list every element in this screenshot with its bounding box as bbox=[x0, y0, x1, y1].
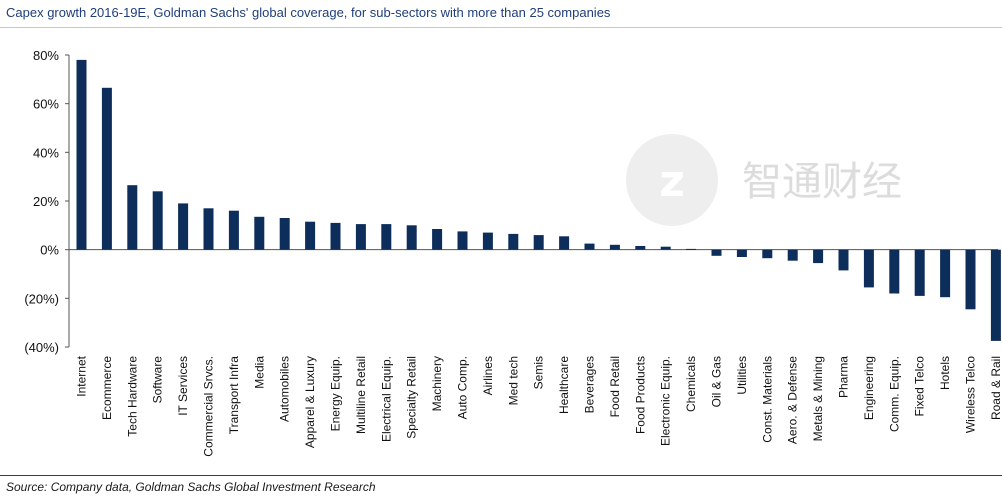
chart-title: Capex growth 2016-19E, Goldman Sachs' gl… bbox=[6, 5, 611, 20]
x-tick-label: Auto Comp. bbox=[456, 356, 470, 419]
x-tick-label: Hotels bbox=[938, 356, 952, 390]
bar bbox=[914, 249, 925, 296]
watermark-text: 智通财经 bbox=[742, 159, 902, 205]
x-tick-label: Road & Rail bbox=[989, 356, 1002, 420]
x-tick-label: Beverages bbox=[583, 356, 597, 413]
y-tick-label: 60% bbox=[33, 97, 59, 112]
bar bbox=[533, 235, 544, 250]
y-tick-label: 40% bbox=[33, 145, 59, 160]
bar bbox=[813, 249, 824, 264]
bar bbox=[127, 185, 138, 250]
zhitong-logo-icon bbox=[626, 134, 718, 226]
y-tick-label: 0% bbox=[40, 243, 59, 258]
bar bbox=[635, 246, 646, 250]
x-tick-label: Oil & Gas bbox=[710, 356, 724, 407]
bar bbox=[762, 249, 773, 259]
x-tick-label: Internet bbox=[75, 355, 89, 396]
x-tick-label: Media bbox=[252, 356, 266, 389]
y-tick-label: 80% bbox=[33, 48, 59, 63]
x-tick-label: Utilities bbox=[735, 356, 749, 395]
x-tick-label: Automobiles bbox=[278, 356, 292, 422]
bar bbox=[457, 231, 468, 250]
x-tick-label: Ecommerce bbox=[100, 356, 114, 420]
x-tick-label: Software bbox=[151, 356, 165, 404]
x-tick-label: Apparel & Luxury bbox=[303, 356, 317, 448]
bar bbox=[711, 249, 722, 256]
x-tick-label: Aero. & Defense bbox=[786, 356, 800, 444]
x-tick-label: Multiline Retail bbox=[354, 356, 368, 434]
x-tick-label: Specialty Retail bbox=[405, 356, 419, 439]
bar bbox=[76, 59, 87, 250]
x-tick-label: Pharma bbox=[837, 356, 851, 398]
bar bbox=[889, 249, 900, 294]
x-tick-label: Metals & Mining bbox=[811, 356, 825, 441]
bar bbox=[787, 249, 798, 261]
bar bbox=[305, 221, 316, 250]
y-tick-label: (20%) bbox=[24, 291, 59, 306]
bar bbox=[228, 210, 239, 250]
x-tick-label: Healthcare bbox=[557, 356, 571, 414]
x-tick-label: Transport Infra bbox=[227, 356, 241, 435]
bar bbox=[736, 249, 747, 257]
bar bbox=[863, 249, 874, 288]
x-tick-label: Engineering bbox=[862, 356, 876, 420]
source-note: Source: Company data, Goldman Sachs Glob… bbox=[6, 480, 376, 494]
bar bbox=[482, 232, 493, 250]
bar bbox=[965, 249, 976, 310]
bar bbox=[203, 208, 214, 250]
bar bbox=[940, 249, 951, 298]
x-tick-label: Machinery bbox=[430, 356, 444, 411]
bar bbox=[381, 224, 392, 250]
bar bbox=[152, 191, 163, 250]
bar bbox=[584, 243, 595, 250]
bar bbox=[279, 218, 290, 250]
x-tick-label: Tech Hardware bbox=[125, 356, 139, 437]
x-tick-label: Electrical Equip. bbox=[379, 356, 393, 442]
source-divider bbox=[0, 475, 1002, 476]
title-divider bbox=[0, 27, 1002, 28]
bar bbox=[330, 222, 341, 250]
x-tick-label: IT Services bbox=[176, 356, 190, 416]
x-tick-label: Wireless Telco bbox=[964, 356, 978, 433]
x-tick-label: Electronic Equip. bbox=[659, 356, 673, 446]
bar bbox=[101, 87, 112, 250]
x-tick-label: Semis bbox=[532, 356, 546, 389]
bar bbox=[178, 203, 189, 250]
category-labels: Internet Ecommerce Tech Hardware Software IT… bbox=[75, 355, 1002, 456]
y-tick-label: (40%) bbox=[24, 340, 59, 355]
x-tick-label: Fixed Telco bbox=[913, 356, 927, 417]
x-tick-label: Energy Equip. bbox=[329, 356, 343, 431]
x-tick-label: Med tech bbox=[506, 356, 520, 405]
bar bbox=[838, 249, 849, 271]
x-tick-label: Const. Materials bbox=[760, 356, 774, 443]
bar bbox=[609, 244, 620, 250]
y-tick-label: 20% bbox=[33, 194, 59, 209]
x-tick-label: Food Retail bbox=[608, 356, 622, 417]
axes: 80% 60% 40% 20% 0% (20%) (40%) bbox=[24, 48, 998, 355]
bar bbox=[406, 225, 417, 250]
bar bbox=[355, 224, 366, 250]
watermark: z 智通财经 bbox=[626, 134, 902, 226]
x-tick-label: Food Products bbox=[633, 356, 647, 434]
x-tick-label: Commercial Srvcs. bbox=[202, 356, 216, 457]
bar bbox=[660, 246, 671, 250]
x-tick-label: Airlines bbox=[481, 356, 495, 395]
bar bbox=[559, 236, 570, 250]
bar bbox=[990, 249, 1001, 341]
bar bbox=[254, 216, 265, 250]
bars bbox=[76, 59, 1001, 341]
zhitong-logo-glyph: z bbox=[659, 156, 685, 207]
x-tick-label: Comm. Equip. bbox=[887, 356, 901, 432]
bar bbox=[432, 229, 443, 250]
bar bbox=[508, 233, 519, 250]
bar bbox=[686, 248, 697, 250]
x-tick-label: Chemicals bbox=[684, 356, 698, 412]
